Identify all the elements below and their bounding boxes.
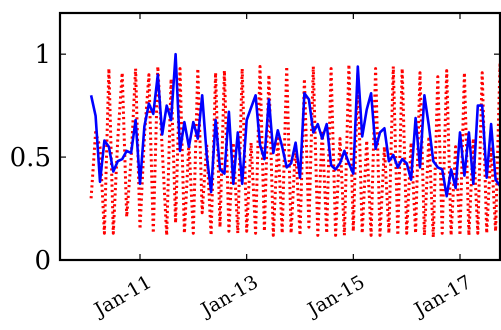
x-tick-label: Jan-15: [302, 271, 368, 322]
y-tick-label: 0: [34, 246, 51, 276]
series-layer: [89, 52, 501, 239]
x-tick-label: Jan-13: [196, 271, 262, 322]
x-tick-label: Jan-11: [89, 271, 155, 322]
series-line-solid-blue: [89, 52, 501, 198]
y-tick-label: 1: [34, 40, 51, 70]
y-tick-label: 0.5: [10, 143, 51, 173]
x-tick-label: Jan-17: [409, 271, 475, 322]
plot-frame: [58, 11, 501, 262]
